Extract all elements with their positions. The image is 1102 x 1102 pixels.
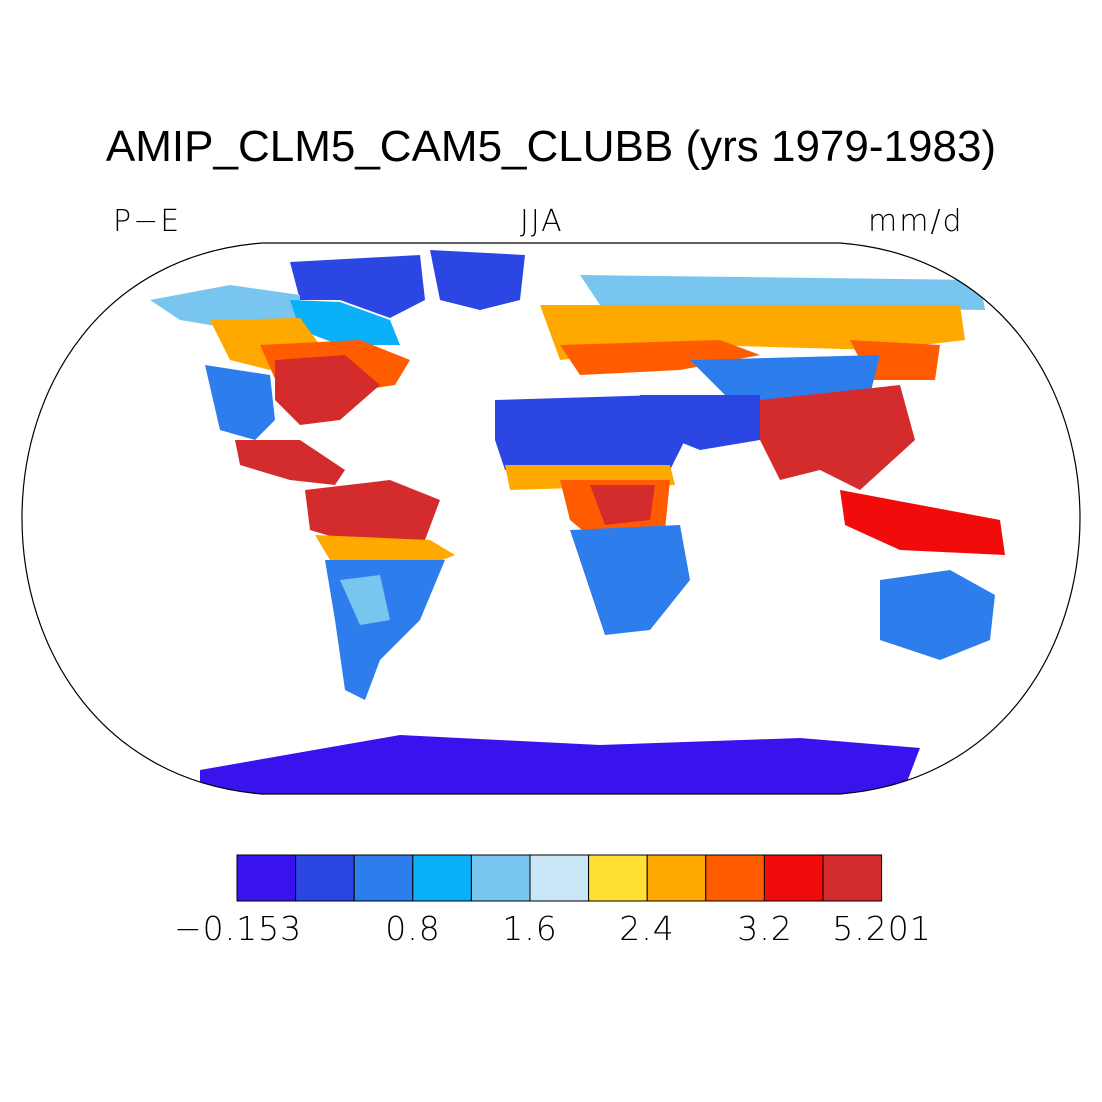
colorbar-swatch [412,854,472,902]
region-antarctica [200,735,920,794]
colorbar-tick-label: 1.6 [502,909,557,948]
colorbar-tick-label: 5.201 [832,909,931,948]
region-canada-south [290,300,400,345]
region-congo [590,485,655,525]
colorbar-labels: −0.153 0.8 1.6 2.4 3.2 5.201 [174,909,931,948]
colorbar-swatch [822,854,883,902]
region-australia [880,570,995,660]
region-central-america [235,440,345,485]
colorbar-swatch [646,854,707,902]
colorbar-swatch [705,854,765,902]
region-eurasia-belt [560,340,760,375]
colorbar-swatch [529,854,590,902]
colorbar-swatch [353,854,414,902]
map-field [150,250,1005,794]
region-southern-africa [570,525,690,635]
colorbar-swatch [763,854,824,902]
region-alaska [150,285,300,330]
region-sahara [495,395,690,470]
region-sa-mid [315,535,455,565]
colorbar-swatch [470,854,531,902]
region-greenland [430,250,525,310]
colorbar-swatch [588,854,648,902]
colorbar-tick-label: 0.8 [385,909,440,948]
map-title: AMIP_CLM5_CAM5_CLUBB (yrs 1979-1983) [105,122,997,171]
region-canada-arctic [290,255,425,318]
colorbar-tick-label: 3.2 [737,909,792,948]
season-label: JJA [520,204,564,239]
region-maritime [840,490,1005,555]
colorbar-swatch [295,854,355,902]
colorbar [236,854,883,902]
region-na-core [275,355,380,425]
region-eurasia-arctic [580,275,985,310]
region-sa-north [305,480,440,545]
colorbar-tick-label: −0.153 [174,909,302,948]
region-south-asia [760,385,915,490]
colorbar-tick-label: 2.4 [619,909,674,948]
colorbar-swatch [236,854,297,902]
units-label: mm/d [868,204,964,239]
region-sa-light [340,575,390,625]
region-na-southwest [205,365,275,440]
variable-label: P−E [113,204,182,239]
